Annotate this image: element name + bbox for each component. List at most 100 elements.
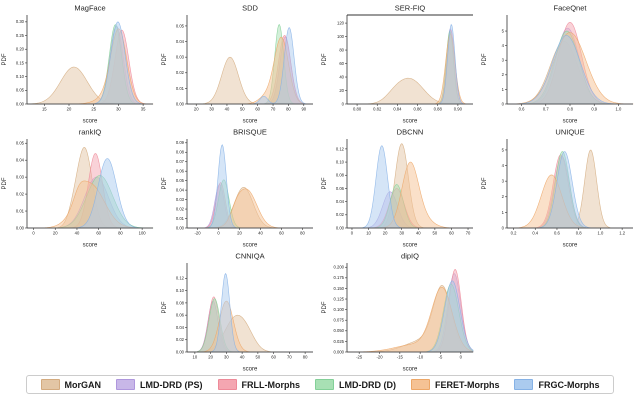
y-tick-label: 0.075 — [334, 318, 345, 323]
x-axis-label: score — [403, 367, 418, 373]
chart-title: DBCNN — [397, 128, 424, 137]
x-tick-label: 40 — [225, 107, 230, 112]
y-tick-label: 0.02 — [176, 206, 185, 211]
x-tick-label: 20 — [53, 231, 58, 236]
legend-swatch-icon — [514, 379, 534, 390]
x-tick-label: 0 — [460, 355, 463, 360]
y-tick-label: 0.08 — [176, 300, 185, 305]
chart-title: UNIQUE — [555, 128, 584, 137]
x-axis-label: score — [243, 367, 258, 373]
x-tick-label: 60 — [255, 107, 260, 112]
y-tick-label: 0.04 — [16, 158, 25, 163]
y-axis-label: PDF — [2, 177, 8, 189]
x-tick-label: 60 — [279, 231, 284, 236]
y-tick-label: 0.10 — [176, 288, 185, 293]
y-axis-label: PDF — [482, 177, 488, 189]
x-tick-label: 50 — [433, 231, 438, 236]
x-tick-label: 70 — [271, 107, 276, 112]
y-tick-label: 0.05 — [176, 178, 185, 183]
x-tick-label: 80 — [118, 231, 123, 236]
y-tick-label: 0.30 — [16, 19, 25, 24]
y-tick-label: 0.125 — [334, 296, 345, 301]
chart-svg-brisque: BRISQUE -20 0 20 40 60 80 0.00 0.01 0.02 0.03 0.04 0… — [162, 128, 313, 249]
x-tick-label: 60 — [449, 231, 454, 236]
y-tick-label: 0.00 — [16, 101, 25, 106]
y-tick-label: 0.150 — [334, 286, 345, 291]
y-tick-label: 0.00 — [336, 225, 345, 230]
y-tick-label: 4 — [502, 163, 505, 168]
x-tick-label: 70 — [287, 355, 292, 360]
x-tick-label: 40 — [75, 231, 80, 236]
x-tick-label: 40 — [240, 355, 245, 360]
legend-label: MorGAN — [64, 379, 102, 390]
x-tick-label: 1.2 — [619, 231, 625, 236]
y-tick-label: 0.02 — [16, 191, 25, 196]
x-tick-label: 0.88 — [434, 107, 443, 112]
y-tick-label: 0.100 — [334, 307, 345, 312]
y-tick-label: 0.00 — [176, 225, 185, 230]
chart-title: CNNIQA — [235, 252, 264, 261]
y-tick-label: 0.00 — [176, 349, 185, 354]
y-axis-label: PDF — [162, 53, 168, 65]
y-tick-label: 100 — [337, 34, 345, 39]
y-tick-label: 2 — [502, 194, 505, 199]
x-tick-label: 80 — [286, 107, 291, 112]
chart-dbcnn: DBCNN 0 10 20 30 40 50 60 70 0.00 0.02 0.04 0.06 0.08… — [320, 126, 480, 250]
x-tick-label: 30 — [224, 355, 229, 360]
x-tick-label: 100 — [139, 231, 147, 236]
y-tick-label: 0.09 — [176, 140, 185, 145]
y-tick-label: 0.04 — [176, 325, 185, 330]
chart-row-3: CNNIQA 10 20 30 40 50 60 70 80 0.00 0.02 0.04 0.06 0.… — [0, 250, 640, 374]
chart-svg-serfiq: SER-FIQ 0.80 0.82 0.84 0.86 0.88 0.90 0 20 40 60 80… — [322, 4, 473, 125]
legend-swatch-icon — [40, 379, 60, 390]
x-tick-label: 0.8 — [567, 107, 573, 112]
y-tick-label: 0 — [342, 101, 345, 106]
x-tick-label: 30 — [209, 107, 214, 112]
y-tick-label: 0.04 — [336, 199, 345, 204]
x-tick-label: 20 — [208, 355, 213, 360]
legend-label: FRLL-Morphs — [241, 379, 301, 390]
y-tick-label: 20 — [339, 88, 344, 93]
chart-brisque: BRISQUE -20 0 20 40 60 80 0.00 0.01 0.02 0.03 0.04 0… — [160, 126, 320, 250]
chart-svg-rankiq: rankIQ 0 20 40 60 80 100 0.00 0.01 0.02 0.03 0.04 0.… — [2, 128, 154, 249]
y-axis-label: PDF — [322, 53, 328, 65]
y-tick-label: 0.08 — [176, 150, 185, 155]
legend-swatch-icon — [217, 379, 237, 390]
y-tick-label: 0.03 — [176, 55, 185, 60]
x-tick-label: 35 — [141, 107, 146, 112]
y-tick-label: 80 — [339, 47, 344, 52]
x-tick-label: 40 — [258, 231, 263, 236]
x-tick-label: 1.0 — [597, 231, 603, 236]
x-tick-label: 20 — [237, 231, 242, 236]
legend-swatch-icon — [410, 379, 430, 390]
x-tick-label: 0 — [351, 231, 354, 236]
x-tick-label: 0 — [217, 231, 220, 236]
chart-svg-sdd: SDD 20 30 40 50 60 70 80 90 0.00 0.01 0.02 0.03 0.04 0… — [162, 4, 314, 125]
x-tick-label: 90 — [301, 107, 306, 112]
y-tick-label: 5 — [502, 28, 505, 33]
y-tick-label: 0.05 — [16, 88, 25, 93]
y-tick-label: 0.04 — [176, 188, 185, 193]
kde-curve-FRGC-Morphs — [506, 35, 633, 105]
y-tick-label: 0.02 — [176, 337, 185, 342]
x-tick-label: 0.4 — [532, 231, 538, 236]
y-tick-label: 0.05 — [16, 141, 25, 146]
chart-svg-dbcnn: DBCNN 0 10 20 30 40 50 60 70 0.00 0.02 0.04 0.06 0.08… — [322, 128, 473, 249]
x-tick-label: 80 — [300, 231, 305, 236]
x-tick-label: 0.6 — [519, 107, 525, 112]
x-tick-label: 0.86 — [413, 107, 422, 112]
x-tick-label: -15 — [397, 355, 404, 360]
x-tick-label: 50 — [256, 355, 261, 360]
chart-row-2: rankIQ 0 20 40 60 80 100 0.00 0.01 0.02 0.03 0.04 0.… — [0, 126, 640, 250]
x-tick-label: 60 — [96, 231, 101, 236]
y-tick-label: 1 — [502, 210, 505, 215]
x-tick-label: 30 — [399, 231, 404, 236]
x-tick-label: 0.84 — [393, 107, 402, 112]
x-tick-label: 80 — [303, 355, 308, 360]
x-axis-label: score — [563, 119, 578, 125]
x-tick-label: 20 — [194, 107, 199, 112]
legend-swatch-icon — [116, 379, 135, 390]
chart-faceqnet: FaceQnet 0.6 0.7 0.8 0.9 1.0 0 1 2 3 4 5 score PDF — [480, 2, 640, 126]
legend-item-feret-morphs: FERET-Morphs — [410, 379, 499, 390]
